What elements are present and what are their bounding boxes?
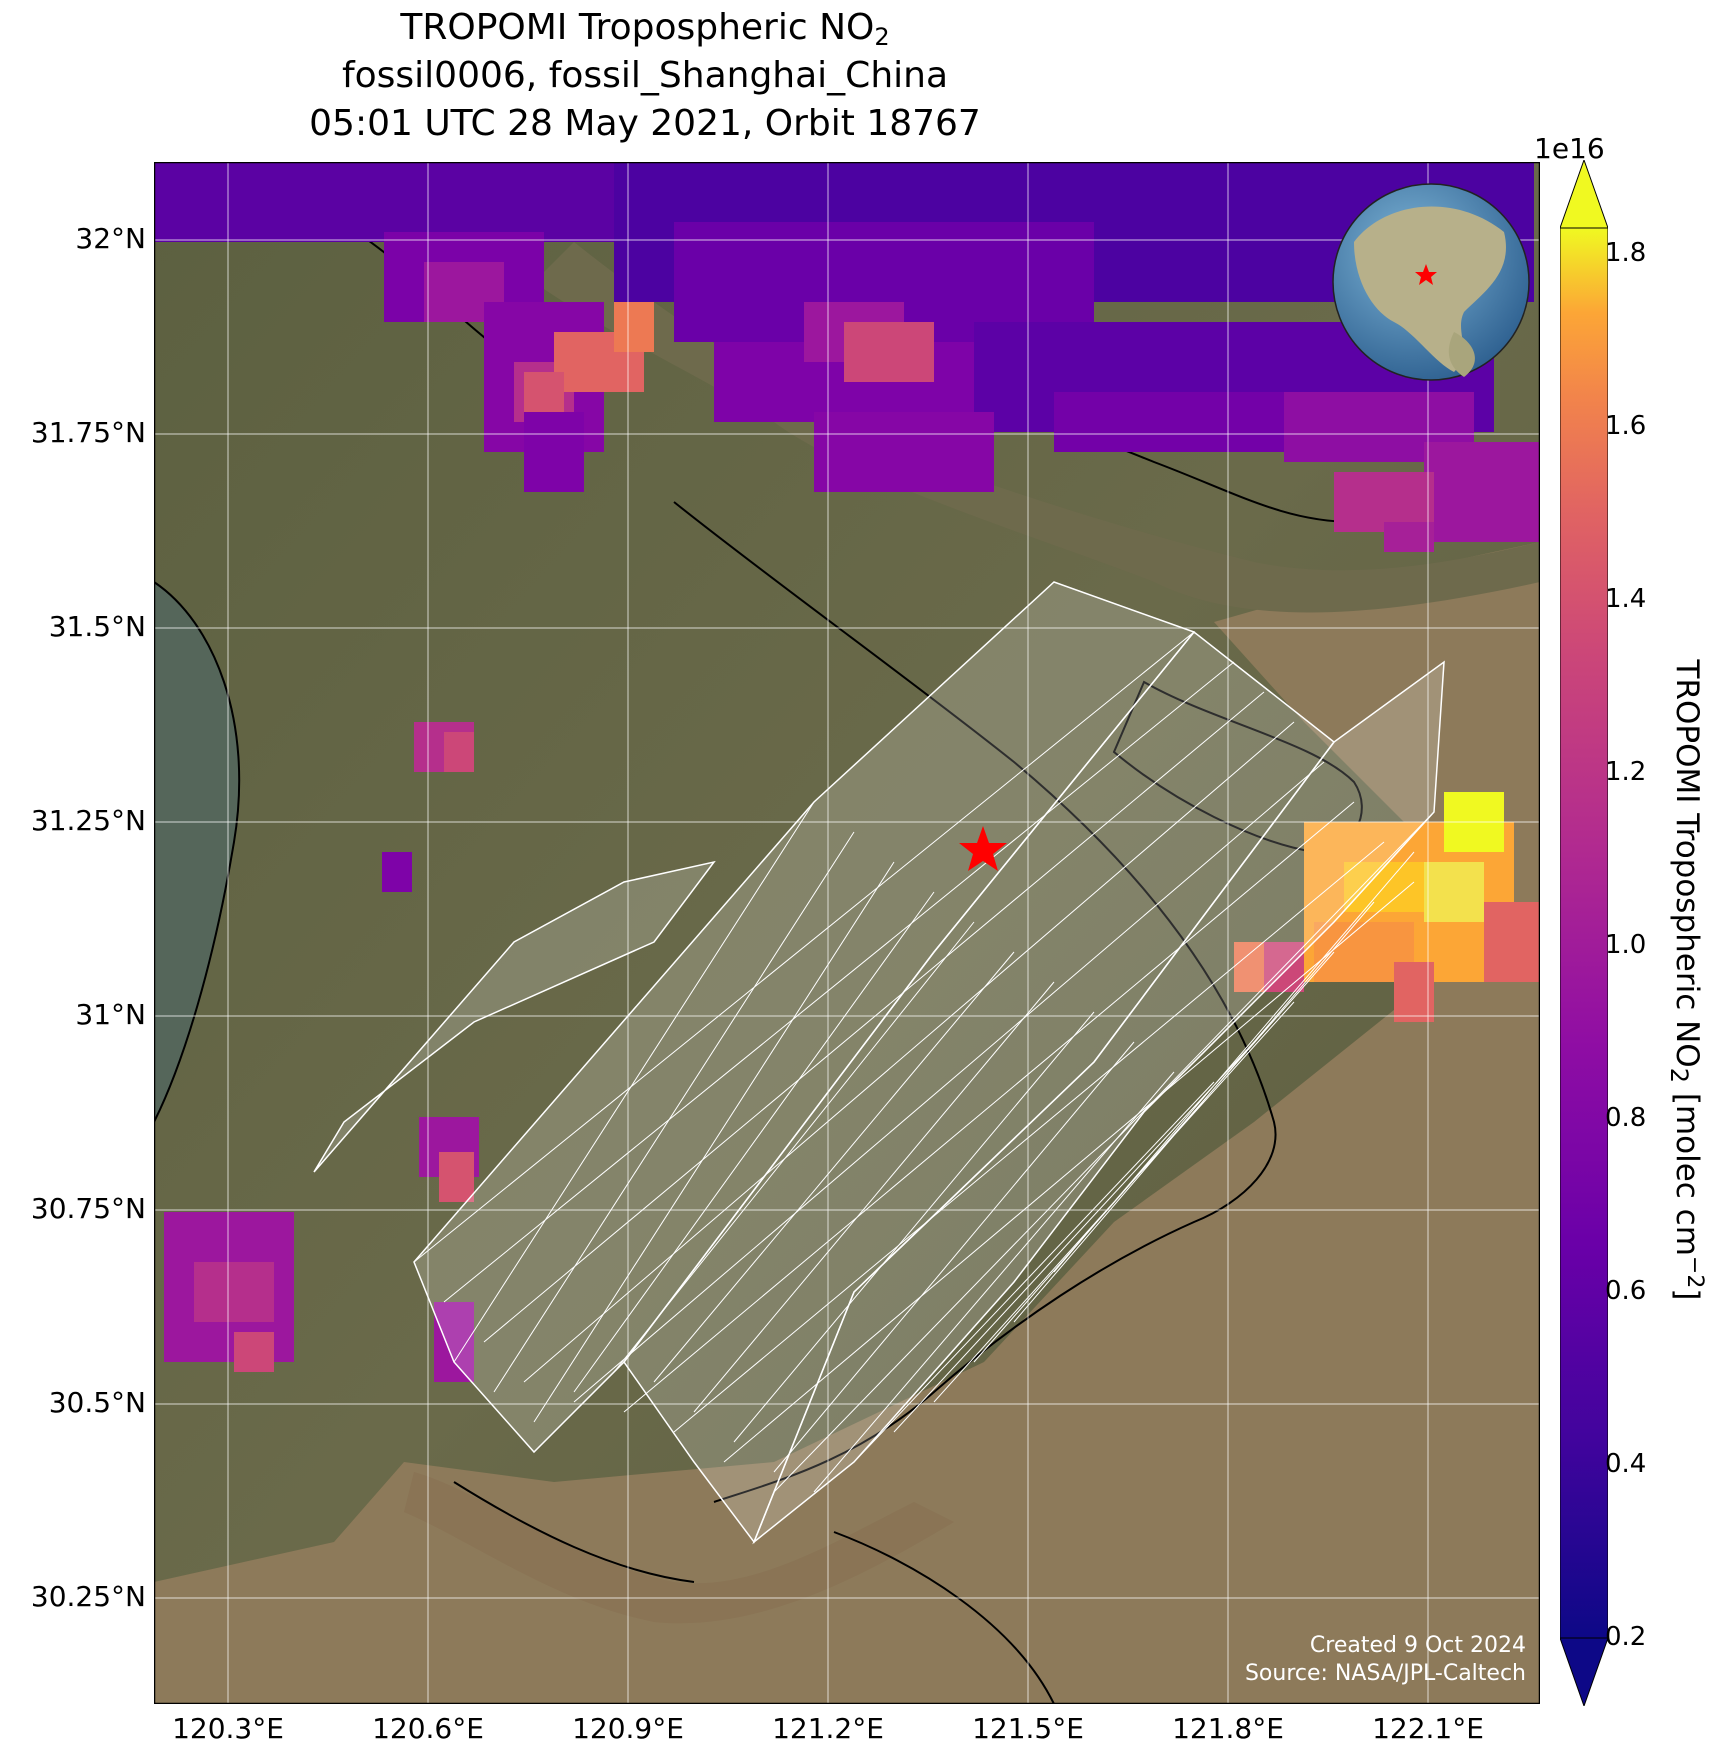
target-footprint-grid xyxy=(313,581,1445,1545)
colorbar-min-extension xyxy=(1560,1637,1608,1706)
map-gridlines xyxy=(154,162,1540,1704)
lon-tick-label: 122.1°E xyxy=(1372,1712,1484,1745)
colorbar-tick-label: 1.2 xyxy=(1605,757,1647,787)
no2-pixels-sea-high xyxy=(1234,792,1540,1022)
lat-tick-label: 32°N xyxy=(75,222,146,255)
lat-tick-label: 31°N xyxy=(75,998,146,1031)
coastline xyxy=(154,501,1277,1704)
map-panel xyxy=(154,162,1540,1704)
lat-tick-label: 30.25°N xyxy=(30,1580,146,1613)
lat-tick-label: 30.5°N xyxy=(48,1386,146,1419)
chart-title-line-3: 05:01 UTC 28 May 2021, Orbit 18767 xyxy=(309,103,981,144)
credit-created: Created 9 Oct 2024 xyxy=(1309,1633,1526,1658)
lat-tick-label: 30.75°N xyxy=(30,1192,146,1225)
yangtze-estuary xyxy=(534,242,1540,613)
lat-tick-label: 31.25°N xyxy=(30,804,146,837)
no2-pixels-west xyxy=(164,722,479,1382)
lon-tick-label: 120.9°E xyxy=(572,1712,684,1745)
lat-tick-label: 31.5°N xyxy=(48,610,146,643)
chart-title-line-1: TROPOMI Tropospheric NO2 xyxy=(400,7,890,51)
colorbar-tick-label: 0.2 xyxy=(1605,1622,1647,1652)
colorbar-gradient xyxy=(1560,227,1608,1639)
colorbar xyxy=(1560,160,1608,1706)
colorbar-max-extension xyxy=(1560,160,1608,229)
globe-star-marker xyxy=(1415,264,1437,285)
lon-tick-label: 120.3°E xyxy=(172,1712,284,1745)
credit-source: Source: NASA/JPL-Caltech xyxy=(1244,1661,1526,1686)
lat-tick-label: 31.75°N xyxy=(30,416,146,449)
chart-title-line-2: fossil0006, fossil_Shanghai_China xyxy=(341,55,949,96)
colorbar-tick-label: 1.8 xyxy=(1605,238,1647,268)
colorbar-tick-label: 0.8 xyxy=(1605,1103,1647,1133)
taihu-lake xyxy=(154,582,240,1122)
colorbar-tick-label: 1.0 xyxy=(1605,930,1647,960)
footprint-hatch xyxy=(413,631,1435,1493)
colorbar-exponent: 1e16 xyxy=(1534,132,1605,165)
globe-land xyxy=(1354,206,1506,372)
qiantang-river xyxy=(404,1472,954,1624)
colorbar-tick-label: 0.6 xyxy=(1605,1276,1647,1306)
lon-tick-label: 120.6°E xyxy=(372,1712,484,1745)
no2-pixels-high-spot xyxy=(524,302,934,412)
credit-text: Created 9 Oct 2024 Source: NASA/JPL-Calt… xyxy=(1245,1632,1526,1688)
sea-area xyxy=(154,542,1540,1704)
target-star-marker xyxy=(959,826,1007,871)
colorbar-label: TROPOMI Tropospheric NO2 [molec cm−2] xyxy=(1664,659,1708,1301)
lon-tick-label: 121.2°E xyxy=(772,1712,884,1745)
lon-tick-label: 121.8°E xyxy=(1172,1712,1284,1745)
lon-tick-label: 121.5°E xyxy=(972,1712,1084,1745)
colorbar-tick-label: 1.6 xyxy=(1605,411,1647,441)
colorbar-tick-label: 1.4 xyxy=(1605,584,1647,614)
inset-globe xyxy=(1332,183,1530,381)
colorbar-tick-label: 0.4 xyxy=(1605,1449,1647,1479)
